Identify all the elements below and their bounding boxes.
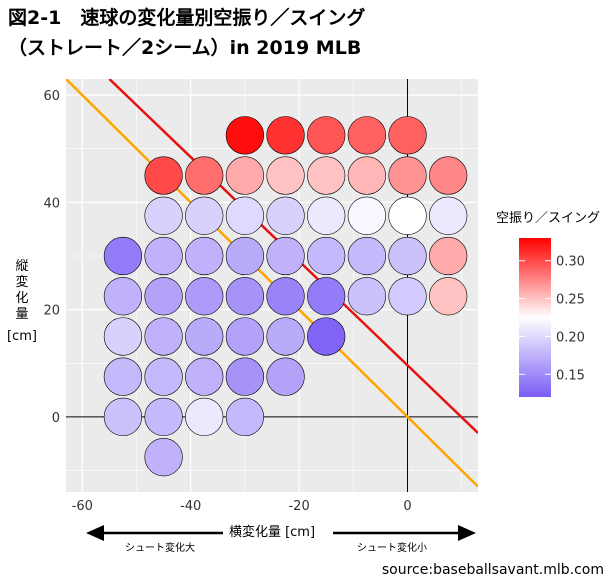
data-point bbox=[144, 277, 183, 316]
x-tick-label: -20 bbox=[288, 499, 309, 514]
left-arrowhead-icon bbox=[86, 525, 104, 541]
data-point bbox=[307, 156, 346, 195]
data-point bbox=[144, 317, 183, 356]
y-label-unit: [cm] bbox=[7, 329, 37, 344]
y-tick-label: 40 bbox=[43, 196, 60, 211]
x-tick-labels: -60 -40 -20 0 bbox=[72, 499, 412, 514]
data-point bbox=[103, 357, 143, 396]
data-point bbox=[185, 277, 224, 316]
data-point bbox=[266, 277, 305, 316]
data-point bbox=[185, 236, 224, 276]
x-tick-label: 0 bbox=[403, 499, 411, 514]
data-point bbox=[103, 277, 143, 316]
data-point bbox=[185, 156, 224, 195]
data-point bbox=[225, 317, 265, 356]
y-tick-label: 0 bbox=[52, 411, 60, 426]
data-point bbox=[225, 277, 265, 316]
legend-tick-label: 0.30 bbox=[556, 255, 585, 270]
x-axis-label: 横変化量 [cm] bbox=[229, 524, 315, 540]
data-point bbox=[266, 236, 305, 276]
data-point bbox=[225, 357, 265, 396]
y-tick-label: 20 bbox=[43, 304, 60, 319]
x-tick-label: -40 bbox=[180, 499, 201, 514]
data-point bbox=[144, 156, 183, 195]
data-point bbox=[347, 236, 386, 276]
data-point bbox=[266, 357, 305, 396]
data-point bbox=[185, 196, 224, 235]
data-point bbox=[144, 397, 183, 437]
y-label-char: 縦 bbox=[15, 259, 28, 274]
data-point bbox=[103, 317, 143, 356]
direction-arrows: シュート変化大 シュート変化小 bbox=[86, 525, 476, 554]
data-point bbox=[347, 116, 386, 155]
y-label-char: 化 bbox=[15, 291, 28, 306]
data-point bbox=[347, 156, 386, 195]
data-point bbox=[225, 156, 265, 195]
data-point bbox=[429, 156, 468, 195]
data-point bbox=[429, 196, 468, 235]
data-point bbox=[266, 317, 305, 356]
arrow-left-label: シュート変化大 bbox=[125, 541, 195, 554]
data-point bbox=[185, 357, 224, 396]
legend-ticks: 0.15 0.20 0.25 0.30 bbox=[519, 255, 585, 383]
legend-colorbar bbox=[519, 238, 551, 397]
y-label-char: 変 bbox=[15, 274, 28, 290]
right-arrowhead-icon bbox=[458, 525, 476, 541]
data-point bbox=[388, 156, 427, 195]
data-point bbox=[266, 116, 305, 155]
data-point bbox=[388, 236, 427, 276]
legend-title: 空振り／スイング bbox=[496, 211, 600, 226]
arrow-right-label: シュート変化小 bbox=[357, 541, 427, 554]
data-point bbox=[307, 277, 346, 316]
data-point bbox=[144, 357, 183, 396]
y-tick-labels: 0 20 40 60 bbox=[43, 89, 60, 426]
data-point bbox=[429, 236, 468, 276]
data-point bbox=[388, 277, 427, 316]
data-point bbox=[307, 196, 346, 235]
data-point bbox=[307, 317, 346, 356]
x-tick-label: -60 bbox=[72, 499, 93, 514]
data-point bbox=[347, 196, 386, 235]
data-point bbox=[225, 236, 265, 276]
data-point bbox=[185, 317, 224, 356]
legend-tick-label: 0.20 bbox=[556, 330, 585, 345]
data-point bbox=[144, 236, 183, 276]
data-point bbox=[388, 196, 427, 235]
data-point bbox=[144, 438, 183, 477]
data-point bbox=[103, 236, 143, 276]
data-point bbox=[266, 156, 305, 195]
chart-title-line1: 図2-1 速球の変化量別空振り／スイング bbox=[8, 7, 366, 29]
legend-tick-label: 0.15 bbox=[556, 368, 585, 383]
data-point bbox=[103, 397, 143, 437]
data-points bbox=[103, 116, 468, 477]
data-point bbox=[225, 196, 265, 235]
y-tick-label: 60 bbox=[43, 89, 60, 104]
data-point bbox=[225, 116, 265, 155]
legend-tick-label: 0.25 bbox=[556, 293, 585, 308]
y-label-char: 量 bbox=[15, 307, 28, 322]
data-point bbox=[144, 196, 183, 235]
data-point bbox=[347, 277, 386, 316]
data-point bbox=[307, 116, 346, 155]
data-point bbox=[429, 277, 468, 316]
source-credit: source:baseballsavant.mlb.com bbox=[381, 562, 604, 578]
data-point bbox=[266, 196, 305, 235]
chart-title-line2: （ストレート／2シーム）in 2019 MLB bbox=[8, 37, 362, 59]
data-point bbox=[307, 236, 346, 276]
data-point bbox=[388, 116, 427, 155]
color-legend: 空振り／スイング 0.15 0.20 0.25 0.30 bbox=[496, 211, 600, 397]
data-point bbox=[225, 397, 265, 437]
data-point bbox=[185, 397, 224, 437]
